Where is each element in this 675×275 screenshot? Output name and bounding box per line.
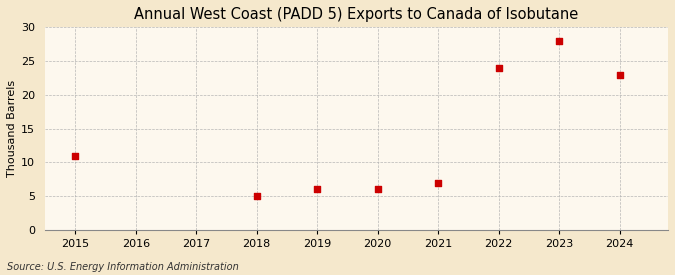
Point bbox=[70, 153, 80, 158]
Point bbox=[312, 187, 323, 191]
Text: Source: U.S. Energy Information Administration: Source: U.S. Energy Information Administ… bbox=[7, 262, 238, 272]
Point bbox=[493, 65, 504, 70]
Point bbox=[433, 180, 443, 185]
Point bbox=[554, 39, 564, 43]
Point bbox=[373, 187, 383, 191]
Y-axis label: Thousand Barrels: Thousand Barrels bbox=[7, 80, 17, 177]
Point bbox=[614, 72, 625, 77]
Point bbox=[251, 194, 262, 198]
Title: Annual West Coast (PADD 5) Exports to Canada of Isobutane: Annual West Coast (PADD 5) Exports to Ca… bbox=[134, 7, 578, 22]
